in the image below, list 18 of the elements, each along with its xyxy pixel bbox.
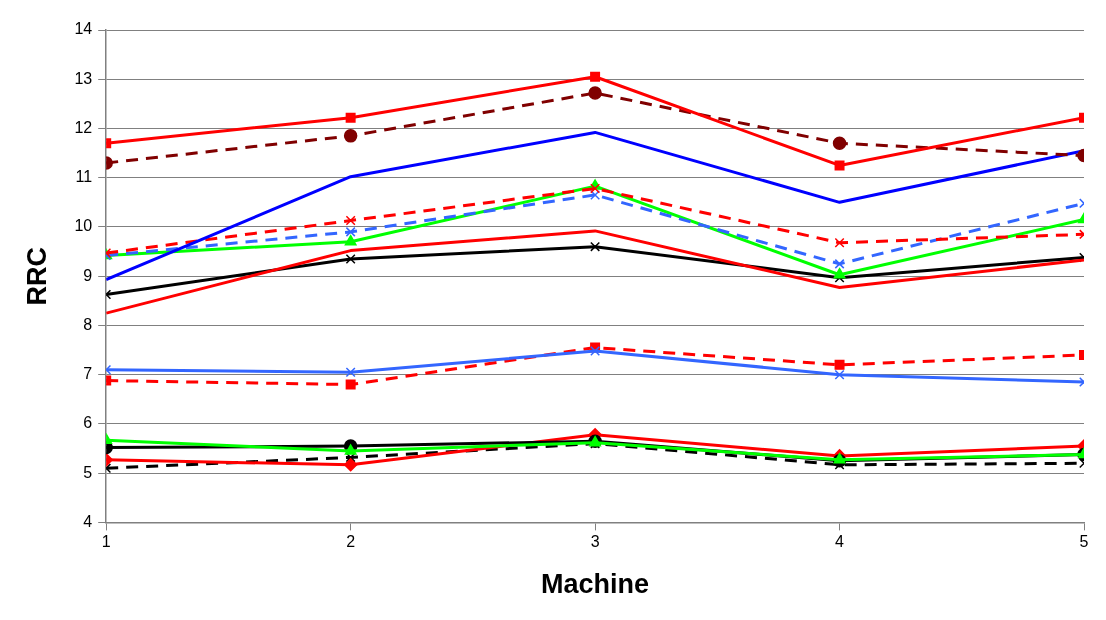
x-tick-label: 2 <box>346 533 356 551</box>
x-axis-title: Machine <box>541 569 650 600</box>
y-tick-label: 7 <box>83 365 93 383</box>
y-tick-label: 5 <box>83 463 93 481</box>
y-tick-label: 12 <box>74 118 93 136</box>
y-tick-label: 13 <box>74 69 93 87</box>
x-tick-label: 1 <box>101 533 111 551</box>
y-axis-title: RRC <box>21 246 52 306</box>
y-tick-label: 6 <box>83 414 93 432</box>
y-tick-label: 10 <box>74 217 93 235</box>
y-tick-label: 4 <box>83 512 93 530</box>
x-tick-label: 3 <box>590 533 600 551</box>
y-tick-label: 8 <box>83 315 93 333</box>
y-tick-label: 11 <box>75 168 93 186</box>
y-tick-label: 14 <box>74 20 93 38</box>
x-tick-label: 4 <box>835 533 845 551</box>
y-tick-label: 9 <box>83 266 93 284</box>
x-tick-label: 5 <box>1079 533 1089 551</box>
